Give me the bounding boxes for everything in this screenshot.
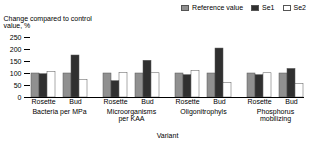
svg-text:Microorganismsper KAA: Microorganismsper KAA: [107, 108, 157, 123]
svg-text:Rosette: Rosette: [175, 98, 199, 105]
svg-text:Rosette: Rosette: [103, 98, 127, 105]
html-text:Se1: Se1: [262, 4, 275, 11]
svg-text:250: 250: [10, 34, 22, 41]
svg-text:Bacteria per MPa: Bacteria per MPa: [32, 108, 86, 116]
svg-text:200: 200: [10, 46, 22, 53]
html-text:Se2: Se2: [293, 4, 306, 11]
svg-text:150: 150: [10, 58, 22, 65]
svg-text:Bud: Bud: [213, 98, 226, 105]
svg-text:Rosette: Rosette: [31, 98, 55, 105]
svg-text:Oligonitrophyls: Oligonitrophyls: [180, 108, 227, 116]
svg-text:0: 0: [18, 94, 22, 101]
html-text:Reference value: Reference value: [192, 4, 244, 11]
svg-text:100: 100: [10, 70, 22, 77]
svg-text:Bud: Bud: [141, 98, 154, 105]
svg-text:Phosphorusmobilizing: Phosphorusmobilizing: [257, 108, 295, 123]
svg-text:Bud: Bud: [285, 98, 298, 105]
svg-text:Rosette: Rosette: [247, 98, 271, 105]
svg-text:Variant: Variant: [157, 132, 179, 139]
svg-text:Bud: Bud: [69, 98, 82, 105]
svg-text:Change compared to controlvalu: Change compared to controlvalue, %: [4, 15, 93, 29]
svg-text:50: 50: [14, 82, 22, 89]
